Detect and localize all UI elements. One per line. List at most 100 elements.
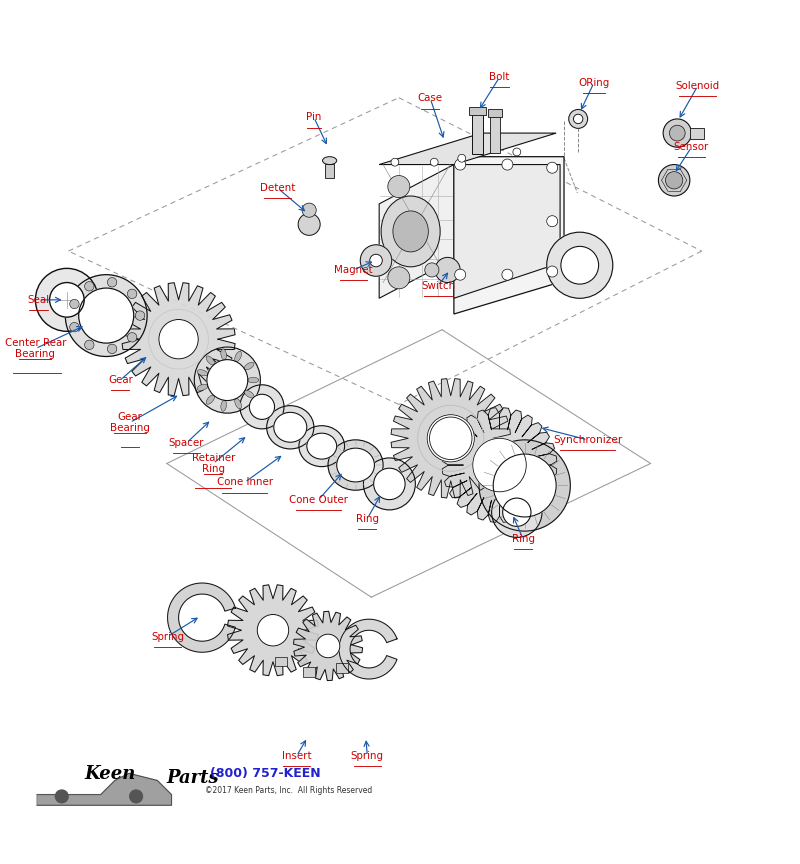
Polygon shape bbox=[379, 133, 556, 164]
Circle shape bbox=[85, 340, 94, 350]
Circle shape bbox=[360, 245, 392, 276]
Ellipse shape bbox=[234, 398, 242, 409]
Circle shape bbox=[159, 320, 198, 359]
Text: Sensor: Sensor bbox=[674, 143, 709, 152]
Polygon shape bbox=[294, 612, 362, 681]
Circle shape bbox=[546, 232, 613, 298]
Polygon shape bbox=[37, 773, 171, 805]
Circle shape bbox=[494, 454, 556, 517]
Text: Bolt: Bolt bbox=[490, 73, 510, 82]
Text: Center Rear
Bearing: Center Rear Bearing bbox=[5, 338, 66, 359]
Text: Cone Outer: Cone Outer bbox=[289, 495, 348, 505]
Text: Spring: Spring bbox=[151, 632, 184, 641]
Circle shape bbox=[85, 282, 94, 291]
Ellipse shape bbox=[206, 395, 214, 404]
Text: Pin: Pin bbox=[306, 112, 322, 123]
Ellipse shape bbox=[244, 391, 254, 398]
Circle shape bbox=[363, 458, 415, 510]
Circle shape bbox=[561, 246, 598, 284]
Text: Ring: Ring bbox=[512, 534, 534, 544]
Circle shape bbox=[458, 155, 466, 162]
Circle shape bbox=[513, 148, 521, 156]
Bar bbox=[472, 113, 483, 155]
Text: (800) 757-KEEN: (800) 757-KEEN bbox=[210, 767, 321, 780]
Circle shape bbox=[207, 359, 248, 401]
Bar bbox=[690, 128, 704, 138]
Ellipse shape bbox=[197, 370, 208, 376]
Circle shape bbox=[435, 257, 460, 283]
Circle shape bbox=[370, 254, 382, 267]
Circle shape bbox=[107, 277, 117, 287]
Ellipse shape bbox=[234, 352, 242, 362]
Circle shape bbox=[70, 299, 79, 308]
Circle shape bbox=[258, 614, 289, 646]
Circle shape bbox=[454, 159, 466, 170]
Polygon shape bbox=[122, 283, 235, 396]
Ellipse shape bbox=[197, 384, 208, 391]
Circle shape bbox=[70, 322, 79, 332]
Circle shape bbox=[479, 440, 570, 531]
Text: Gear
Bearing: Gear Bearing bbox=[110, 412, 150, 434]
Text: Spacer: Spacer bbox=[169, 438, 204, 448]
Text: Gear: Gear bbox=[108, 375, 133, 385]
Bar bbox=[469, 107, 486, 115]
Circle shape bbox=[240, 384, 284, 429]
Ellipse shape bbox=[274, 412, 306, 442]
Circle shape bbox=[569, 110, 588, 129]
Polygon shape bbox=[379, 164, 454, 298]
Circle shape bbox=[546, 216, 558, 226]
Text: Cone Inner: Cone Inner bbox=[217, 477, 273, 487]
Circle shape bbox=[666, 172, 682, 189]
Ellipse shape bbox=[299, 426, 345, 467]
Bar bbox=[336, 664, 349, 673]
Ellipse shape bbox=[248, 378, 259, 383]
Circle shape bbox=[107, 344, 117, 353]
Text: Seal: Seal bbox=[27, 295, 50, 305]
Text: Switch: Switch bbox=[421, 281, 455, 290]
Circle shape bbox=[430, 417, 472, 460]
Ellipse shape bbox=[266, 406, 314, 449]
Text: Keen: Keen bbox=[84, 766, 135, 783]
Bar bbox=[274, 657, 287, 666]
Ellipse shape bbox=[337, 448, 374, 482]
Circle shape bbox=[130, 790, 142, 803]
Circle shape bbox=[502, 159, 513, 170]
Ellipse shape bbox=[206, 356, 214, 365]
Bar bbox=[490, 115, 499, 153]
Circle shape bbox=[66, 275, 147, 357]
Polygon shape bbox=[442, 408, 557, 523]
Circle shape bbox=[425, 263, 439, 277]
Text: Retainer
Ring: Retainer Ring bbox=[191, 453, 235, 474]
Circle shape bbox=[663, 119, 691, 147]
Text: Case: Case bbox=[418, 93, 443, 104]
Circle shape bbox=[35, 269, 98, 331]
Circle shape bbox=[546, 162, 558, 173]
Ellipse shape bbox=[244, 362, 254, 370]
Polygon shape bbox=[454, 164, 560, 298]
Polygon shape bbox=[167, 583, 235, 652]
Circle shape bbox=[670, 125, 685, 141]
Circle shape bbox=[127, 333, 137, 342]
Ellipse shape bbox=[221, 400, 226, 411]
Circle shape bbox=[391, 158, 399, 166]
Text: ©2017 Keen Parts, Inc.  All Rights Reserved: ©2017 Keen Parts, Inc. All Rights Reserv… bbox=[205, 786, 372, 795]
Circle shape bbox=[194, 347, 260, 413]
Bar bbox=[303, 667, 315, 677]
Circle shape bbox=[135, 311, 145, 321]
Text: Solenoid: Solenoid bbox=[676, 81, 720, 91]
Ellipse shape bbox=[328, 440, 383, 490]
Text: ORing: ORing bbox=[578, 78, 610, 88]
Circle shape bbox=[492, 487, 542, 537]
Circle shape bbox=[546, 266, 558, 277]
Text: Ring: Ring bbox=[356, 513, 379, 524]
Circle shape bbox=[454, 270, 466, 280]
Ellipse shape bbox=[393, 211, 428, 252]
Circle shape bbox=[302, 203, 316, 217]
Polygon shape bbox=[454, 156, 564, 314]
Text: Detent: Detent bbox=[260, 183, 295, 194]
Circle shape bbox=[316, 634, 340, 658]
Circle shape bbox=[388, 175, 410, 198]
Ellipse shape bbox=[221, 349, 226, 359]
Circle shape bbox=[50, 283, 84, 317]
Circle shape bbox=[127, 289, 137, 299]
